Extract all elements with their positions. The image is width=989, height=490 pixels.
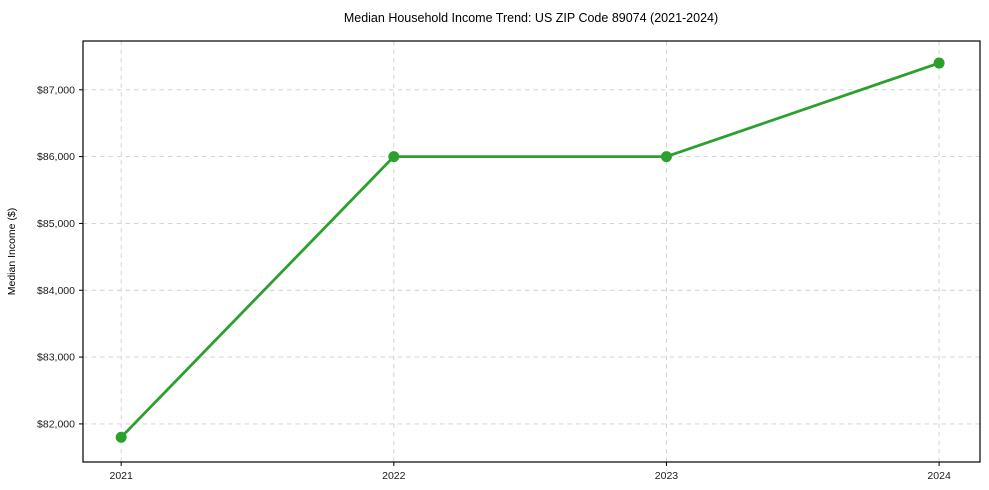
plot-area: $82,000 $83,000 $84,000 $85,000 $86,000 $87,0… (37, 40, 981, 482)
y-tick-label: $84,000 (37, 285, 75, 297)
plot-border (82, 40, 981, 463)
y-axis-label: Median Income ($) (6, 208, 18, 296)
data-point-marker (115, 431, 127, 443)
x-tick-label: 2021 (109, 470, 133, 482)
x-tick-label: 2023 (655, 470, 679, 482)
data-point-marker (933, 57, 945, 69)
x-tick-label: 2024 (927, 470, 951, 482)
y-tick-label: $85,000 (37, 218, 75, 230)
data-point-marker (388, 151, 400, 163)
data-point-marker (660, 151, 672, 163)
y-tick-label: $86,000 (37, 151, 75, 163)
x-tick-label: 2022 (382, 470, 406, 482)
y-tick-label: $87,000 (37, 84, 75, 96)
y-tick-label: $83,000 (37, 352, 75, 364)
data-line (119, 61, 941, 439)
y-tick-label: $82,000 (37, 419, 75, 431)
chart-title: Median Household Income Trend: US ZIP Co… (344, 11, 718, 25)
